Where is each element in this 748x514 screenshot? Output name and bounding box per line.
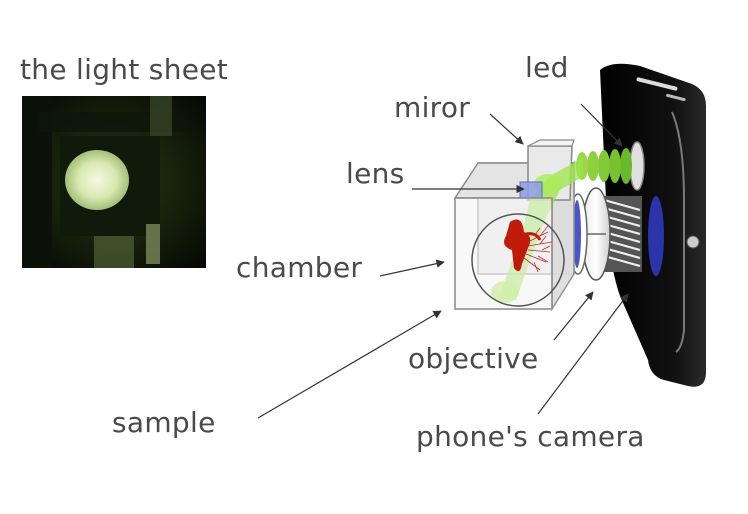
objective-lens	[568, 187, 642, 281]
label-phones-camera: phone's camera	[416, 420, 645, 453]
phone-body	[600, 63, 706, 387]
phones-camera-arrow	[537, 293, 629, 415]
objective-arrow	[553, 291, 594, 341]
chamber-arrow	[379, 259, 445, 277]
sample-arrow	[257, 310, 442, 419]
label-objective: objective	[408, 342, 539, 375]
miror-arrow	[489, 113, 524, 145]
sample-organism	[504, 219, 553, 273]
label-miror: miror	[394, 91, 471, 124]
camera-lens-icon	[648, 196, 664, 276]
leader-arrows	[257, 103, 629, 419]
led-arrow	[580, 103, 623, 147]
light-sheet-photo	[22, 96, 206, 268]
inset-title: the light sheet	[20, 53, 229, 86]
label-led: led	[525, 51, 569, 84]
chamber-cube	[453, 139, 584, 312]
label-chamber: chamber	[236, 251, 363, 284]
label-lens: lens	[346, 157, 405, 190]
label-sample: sample	[112, 406, 216, 439]
